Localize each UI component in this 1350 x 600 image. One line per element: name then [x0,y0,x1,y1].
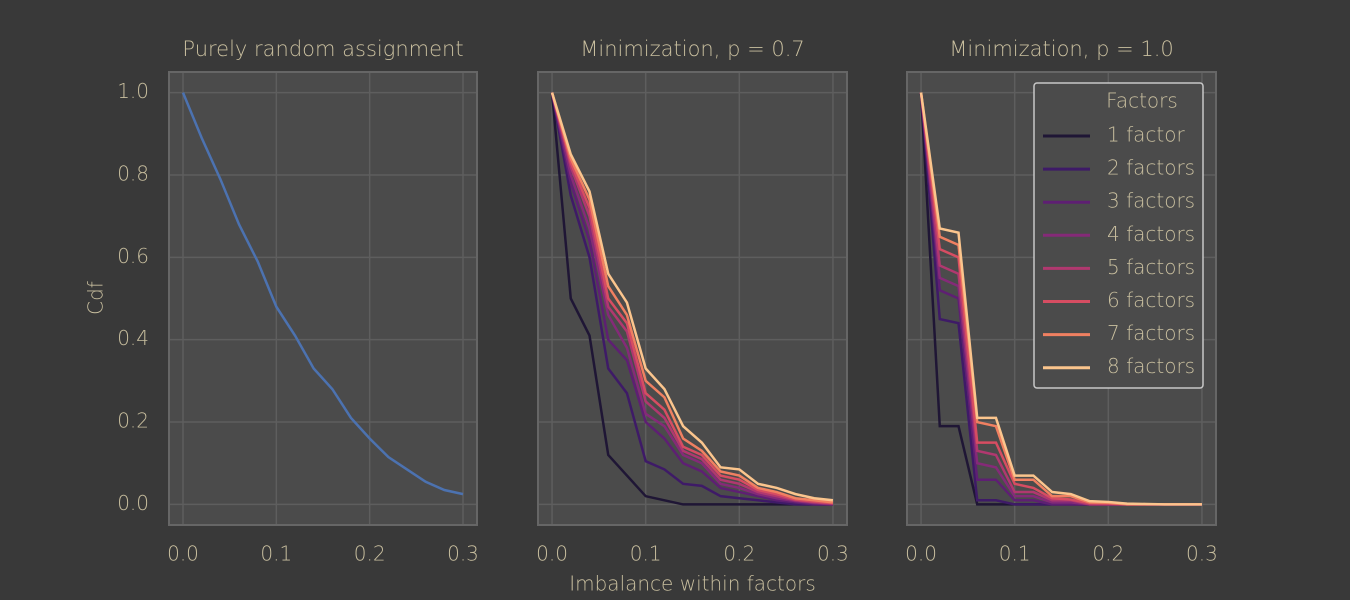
legend-title: Factors [1106,89,1178,113]
y-tick-label: 1.0 [117,79,149,103]
x-tick-label: 0.1 [999,542,1031,566]
line-series [550,92,834,506]
x-tick-label: 0.2 [723,542,755,566]
legend-label: 1 factor [1107,123,1185,147]
line-series [550,92,834,504]
x-tick-label: 0.2 [1092,542,1124,566]
x-tick-label: 0.0 [905,542,937,566]
legend-label: 5 factors [1107,255,1195,279]
line-series [550,92,833,506]
y-tick-label: 0.6 [117,244,149,268]
x-tick-label: 0.1 [630,542,662,566]
line-series [181,92,464,496]
y-tick-label: 0.4 [117,326,149,350]
x-tick-label: 0.2 [354,542,386,566]
line-series [550,92,834,502]
line-series [919,92,1202,506]
x-axis-label: Imbalance within factors [569,572,816,596]
legend-label: 7 factors [1107,321,1195,345]
y-tick-label: 0.0 [117,491,149,515]
x-tick-label: 0.1 [260,542,292,566]
plot-frame [906,71,1217,526]
y-tick-label: 0.2 [117,409,149,433]
y-tick-label: 0.8 [117,161,149,185]
plot-frame [537,71,848,526]
chart-title: Purely random assignment [182,37,463,61]
legend-label: 4 factors [1107,222,1195,246]
legend-label: 8 factors [1107,354,1195,378]
y-axis-label: Cdf [84,281,108,315]
legend-label: 3 factors [1107,189,1195,213]
x-tick-label: 0.3 [1186,542,1218,566]
x-tick-label: 0.3 [817,542,849,566]
x-tick-label: 0.3 [447,542,479,566]
chart-title: Minimization, p = 1.0 [949,37,1174,61]
legend-label: 2 factors [1107,156,1195,180]
legend-box [1033,82,1204,389]
x-tick-label: 0.0 [536,542,568,566]
chart-title: Minimization, p = 0.7 [580,37,805,61]
legend: Factors 1 factor 2 factors 3 factors 4 facto… [1033,82,1204,389]
x-tick-label: 0.0 [167,542,199,566]
plot-frame [168,71,478,526]
plot-area [169,72,477,525]
legend-label: 6 factors [1107,288,1195,312]
line-series [550,92,834,505]
line-series [550,92,833,506]
plot-area [538,72,847,525]
line-series [550,92,834,505]
